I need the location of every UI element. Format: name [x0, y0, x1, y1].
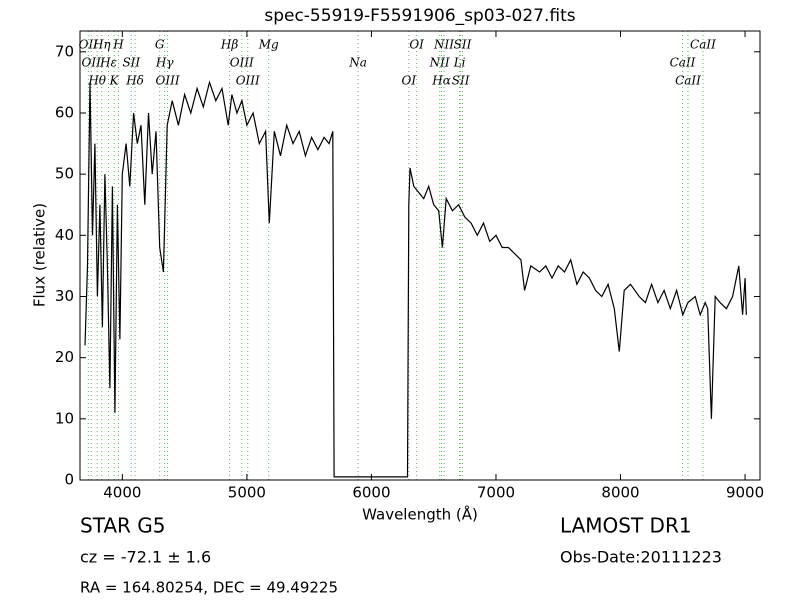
marker-label: SII [454, 38, 472, 52]
marker-label: K [109, 74, 120, 88]
marker-label: NII [433, 38, 454, 52]
y-tick-label: 10 [55, 409, 74, 427]
marker-label: Hδ [125, 74, 144, 88]
marker-label: OII [79, 38, 99, 52]
marker-label: G [155, 38, 165, 52]
marker-label: Hγ [155, 56, 174, 70]
x-tick-label: 8000 [601, 484, 639, 502]
marker-label: CaII [670, 56, 696, 70]
spectrum-line [84, 80, 747, 478]
y-tick-label: 20 [55, 348, 74, 366]
marker-label: CaII [690, 38, 716, 52]
y-tick-label: 40 [55, 226, 74, 244]
marker-label: NII [429, 56, 450, 70]
chart-title: spec-55919-F5591906_sp03-027.fits [264, 6, 575, 26]
marker-label: OII [82, 56, 102, 70]
y-tick-label: 70 [55, 42, 74, 60]
marker-label: SII [452, 74, 470, 88]
annotation: STAR G5 [80, 514, 166, 538]
marker-label: Hβ [220, 38, 238, 52]
marker-label: CaII [675, 74, 701, 88]
marker-label: Na [348, 56, 367, 70]
marker-label: Hε [99, 56, 117, 70]
y-tick-label: 50 [55, 165, 74, 183]
marker-label: OI [409, 38, 424, 52]
annotation: Obs-Date:20111223 [560, 548, 722, 567]
plot-frame [79, 30, 761, 481]
marker-label: Hα [431, 74, 451, 88]
marker-label: OIII [236, 74, 260, 88]
x-tick-label: 6000 [352, 484, 390, 502]
y-tick-label: 30 [55, 287, 74, 305]
x-tick-label: 9000 [726, 484, 764, 502]
annotation: LAMOST DR1 [560, 514, 692, 538]
marker-label: Hη [92, 38, 111, 52]
marker-label: OIII [156, 74, 180, 88]
y-axis-label: Flux (relative) [31, 203, 49, 307]
marker-label: SII [122, 56, 140, 70]
y-tick-label: 60 [55, 103, 74, 121]
y-tick-label: 0 [64, 471, 74, 489]
marker-label: Li [453, 56, 466, 70]
annotation: RA = 164.80254, DEC = 49.49225 [80, 579, 338, 597]
marker-label: OIII [230, 56, 254, 70]
x-axis-label: Wavelength (Å) [362, 505, 478, 524]
marker-label: H [112, 38, 124, 52]
marker-label: Mg [258, 38, 279, 52]
x-tick-label: 4000 [103, 484, 141, 502]
marker-label: OI [402, 74, 417, 88]
x-tick-label: 5000 [228, 484, 266, 502]
annotation: cz = -72.1 ± 1.6 [80, 548, 211, 567]
x-tick-label: 7000 [477, 484, 515, 502]
